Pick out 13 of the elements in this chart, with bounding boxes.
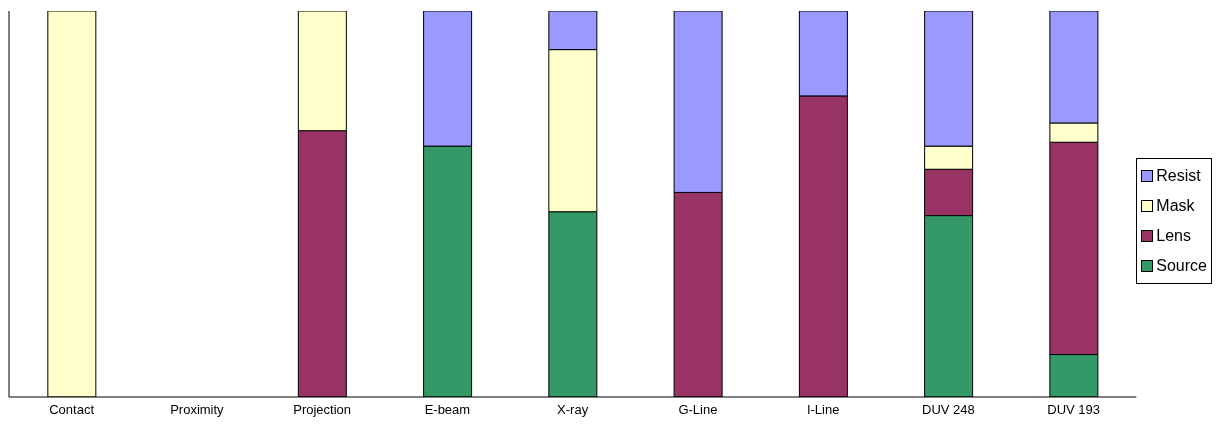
x-tick-label: Projection bbox=[293, 402, 352, 418]
legend-label: Lens bbox=[1156, 225, 1191, 246]
x-tick-label: G-Line bbox=[678, 402, 718, 418]
x-tick-label: Proximity bbox=[170, 402, 225, 418]
x-tick-label: Contact bbox=[49, 402, 95, 418]
legend-label: Resist bbox=[1156, 165, 1201, 186]
x-tick-label: X-ray bbox=[557, 402, 589, 418]
x-tick-label: I-Line bbox=[806, 402, 840, 418]
legend-label: Mask bbox=[1156, 195, 1195, 216]
x-tick-label: DUV 248 bbox=[922, 402, 975, 418]
legend-label: Source bbox=[1156, 255, 1207, 276]
x-tick-label: E-beam bbox=[424, 402, 471, 418]
x-tick-label: DUV 193 bbox=[1047, 402, 1101, 418]
